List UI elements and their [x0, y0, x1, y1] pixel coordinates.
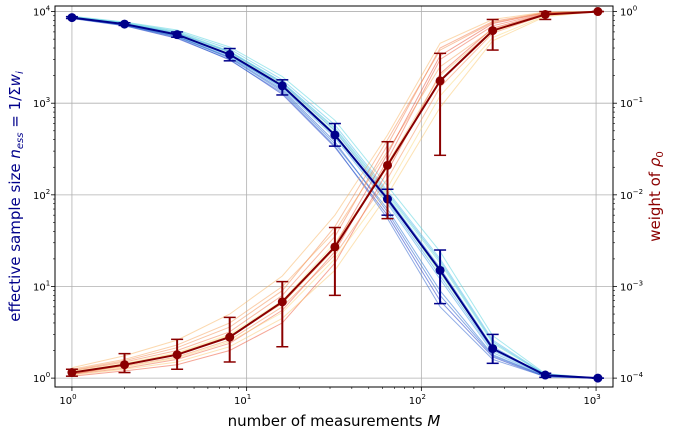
weight-run-line — [71, 11, 598, 370]
ess-run-line — [71, 17, 598, 379]
weight-run-line — [71, 11, 598, 375]
y-right-tick-label: 10−2 — [620, 188, 643, 202]
ess-mean-point — [120, 19, 130, 29]
weight-mean-point — [593, 7, 603, 17]
weight-mean-point — [488, 26, 498, 36]
weight-mean-point — [172, 350, 182, 360]
y-right-tick-label: 10−4 — [620, 371, 644, 385]
ess-run-line — [71, 15, 598, 379]
weight-run-line — [71, 11, 598, 375]
ess-run-line — [71, 16, 598, 379]
y-axis-label-left: effective sample size ness = 1/Σwi — [6, 71, 26, 322]
x-tick-label: 102 — [409, 393, 426, 407]
weight-mean-point — [120, 360, 130, 370]
ess-run-line — [71, 17, 598, 379]
ess-mean-point — [225, 49, 235, 59]
weight-run-line — [71, 11, 598, 376]
ess-mean-line — [71, 16, 598, 380]
ess-mean-point — [330, 130, 340, 140]
weight-mean-point — [67, 368, 77, 378]
ess-run-line — [71, 18, 598, 379]
ess-mean-point — [277, 81, 287, 91]
plot-frame — [54, 5, 614, 388]
y-right-tick-label: 10−3 — [620, 279, 643, 293]
y-left-tick-label: 101 — [33, 279, 50, 293]
ess-run-line — [71, 17, 598, 379]
weight-run-line — [71, 11, 598, 377]
y-axis-label-right: weight of ρ0 — [646, 151, 666, 241]
weight-mean-point — [225, 332, 235, 342]
ess-mean-point — [488, 344, 498, 354]
ess-run-line — [71, 16, 598, 379]
ess-run-line — [71, 16, 598, 379]
weight-run-line — [71, 11, 598, 372]
x-tick-label: 100 — [59, 393, 76, 407]
ess-mean-point — [67, 13, 77, 23]
weight-run-line — [71, 11, 598, 372]
weight-mean-point — [435, 76, 445, 86]
weight-mean-line — [71, 10, 598, 374]
ess-mean-point — [172, 30, 182, 40]
x-axis-label: number of measurements M — [228, 412, 441, 430]
weight-run-line — [71, 11, 598, 369]
weight-run-line — [71, 11, 598, 371]
weight-mean-point — [277, 297, 287, 307]
x-tick-label: 103 — [583, 393, 600, 407]
weight-mean-point — [382, 160, 392, 170]
y-left-tick-label: 102 — [33, 188, 50, 202]
weight-run-line — [71, 11, 598, 375]
ess-run-line — [71, 16, 598, 379]
ess-mean-point — [435, 265, 445, 275]
ess-run-line — [71, 17, 598, 379]
tick-marks: 100 101 102 103 100 101 102 103 104 10−4 10−3 10−2 1… — [33, 5, 644, 407]
weight-mean-point — [330, 242, 340, 252]
ess-mean-point — [540, 370, 550, 380]
weight-run-line — [71, 11, 598, 374]
x-tick-label: 101 — [234, 393, 251, 407]
y-right-tick-label: 10−1 — [620, 96, 643, 110]
ess-run-line — [71, 16, 598, 379]
weight-run-line — [71, 11, 598, 374]
ess-mean-point — [593, 373, 603, 383]
y-left-tick-label: 100 — [33, 371, 50, 385]
weight-mean-point — [540, 9, 550, 19]
y-left-tick-label: 104 — [33, 5, 51, 19]
ess-run-line — [71, 17, 598, 379]
grid — [55, 6, 613, 387]
y-left-tick-label: 103 — [33, 96, 50, 110]
mean-series — [65, 7, 604, 383]
y-right-tick-label: 100 — [620, 5, 637, 19]
